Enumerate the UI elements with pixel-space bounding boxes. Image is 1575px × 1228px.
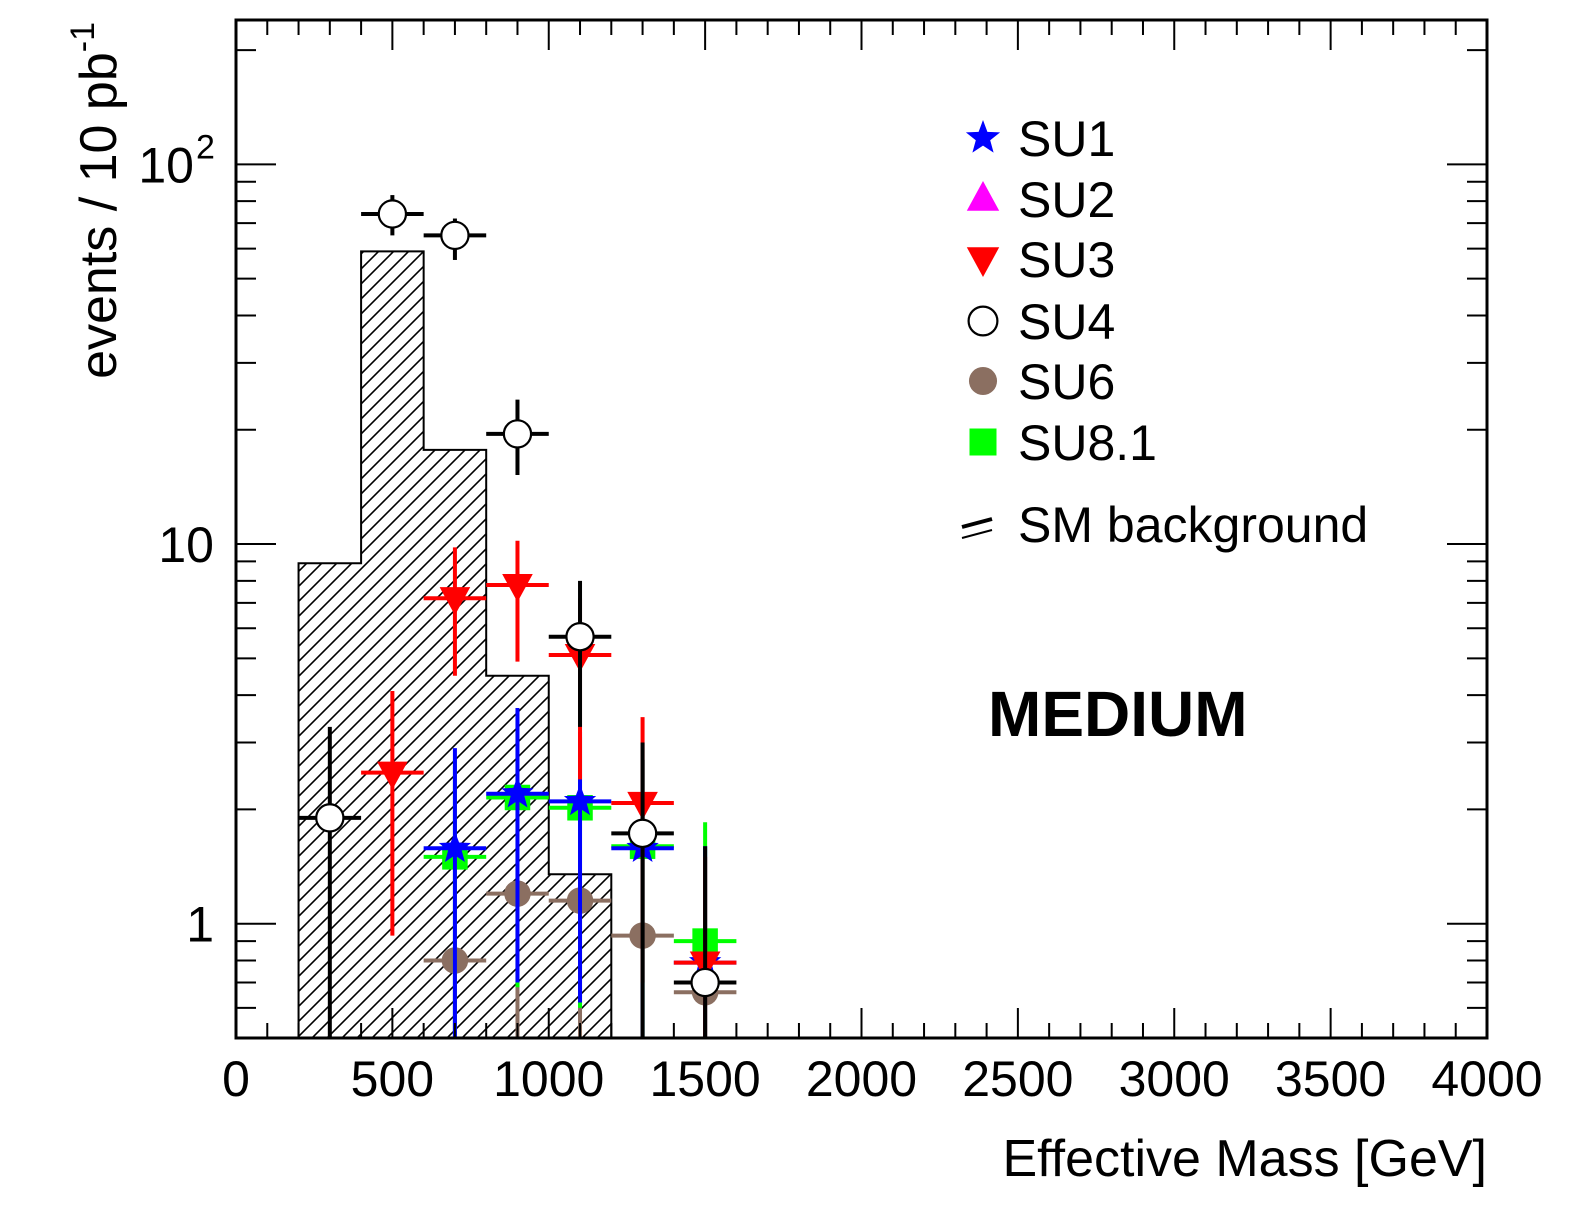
x-tick-label: 500 — [351, 1051, 434, 1107]
legend-item-su2: SU2 — [966, 172, 1115, 228]
su4-point-4 — [565, 622, 595, 652]
legend-item-su6: SU6 — [968, 354, 1115, 410]
legend-item-su1: SU1 — [965, 111, 1115, 167]
y-tick-label: 1 — [186, 897, 214, 953]
x-tick-label: 2500 — [962, 1051, 1073, 1107]
legend-label-su6: SU6 — [1018, 354, 1115, 410]
su4-point-6 — [690, 967, 720, 998]
selection-label: MEDIUM — [988, 678, 1248, 750]
su4-point-0 — [315, 803, 345, 833]
axis-ticks — [235, 20, 1488, 1039]
su4-point-5 — [627, 818, 658, 849]
legend-label-su3: SU3 — [1018, 232, 1115, 288]
legend-item-sm-background: SM background — [961, 497, 1368, 553]
x-tick-label: 0 — [222, 1051, 250, 1107]
su1-point-1 — [501, 776, 534, 808]
su3-point-2 — [502, 573, 533, 603]
y-axis-title-main: events / 10 pb — [70, 52, 128, 379]
legend-label-su1: SU1 — [1018, 111, 1115, 167]
su4-point-2 — [440, 220, 470, 251]
series-su4 — [298, 195, 737, 1038]
legend-label-su4: SU4 — [1018, 294, 1115, 350]
legend-label-su8-1: SU8.1 — [1018, 415, 1157, 471]
legend-marker-su6 — [968, 366, 998, 396]
legend-marker-su3 — [966, 247, 1000, 277]
x-tick-label: 2000 — [806, 1051, 917, 1107]
x-tick-label: 4000 — [1431, 1051, 1542, 1107]
x-axis-title: Effective Mass [GeV] — [1002, 1130, 1487, 1188]
legend-marker-su4 — [967, 305, 999, 337]
su4-point-1 — [377, 199, 408, 229]
legend-item-su3: SU3 — [966, 232, 1115, 288]
y-tick-label: 10 — [158, 517, 214, 573]
su1-point-2 — [563, 784, 597, 816]
y-axis-title: events / 10 pb-1 — [64, 22, 128, 379]
legend-marker-sm-background-hatch — [961, 529, 993, 539]
y-tick-label: 10 — [138, 137, 194, 193]
su3-point-1 — [439, 587, 471, 616]
legend-label-su2: SU2 — [1018, 172, 1115, 228]
su3-point-0 — [377, 761, 408, 790]
x-tick-label: 3500 — [1275, 1051, 1386, 1107]
legend-item-su8-1: SU8.1 — [969, 415, 1157, 471]
x-tick-label: 1500 — [650, 1051, 761, 1107]
x-tick-labels: 0 500 1000 1500 2000 2500 3000 3500 4000 — [222, 1051, 1543, 1107]
legend-marker-sm-background — [961, 517, 993, 529]
legend-marker-su8-1 — [969, 428, 997, 456]
x-tick-label: 1000 — [493, 1051, 604, 1107]
legend-item-su4: SU4 — [967, 294, 1115, 350]
legend-marker-su1 — [965, 120, 1001, 153]
signal-series-group — [298, 195, 737, 1038]
legend-marker-su2 — [966, 181, 1000, 211]
y-axis-title-superscript: -1 — [64, 22, 102, 52]
su1-point-0 — [438, 831, 472, 862]
legend-label-sm-background: SM background — [1018, 497, 1368, 553]
x-tick-label: 3000 — [1119, 1051, 1230, 1107]
y-tick-label-exponent: 2 — [196, 128, 215, 166]
su4-point-3 — [502, 419, 533, 449]
